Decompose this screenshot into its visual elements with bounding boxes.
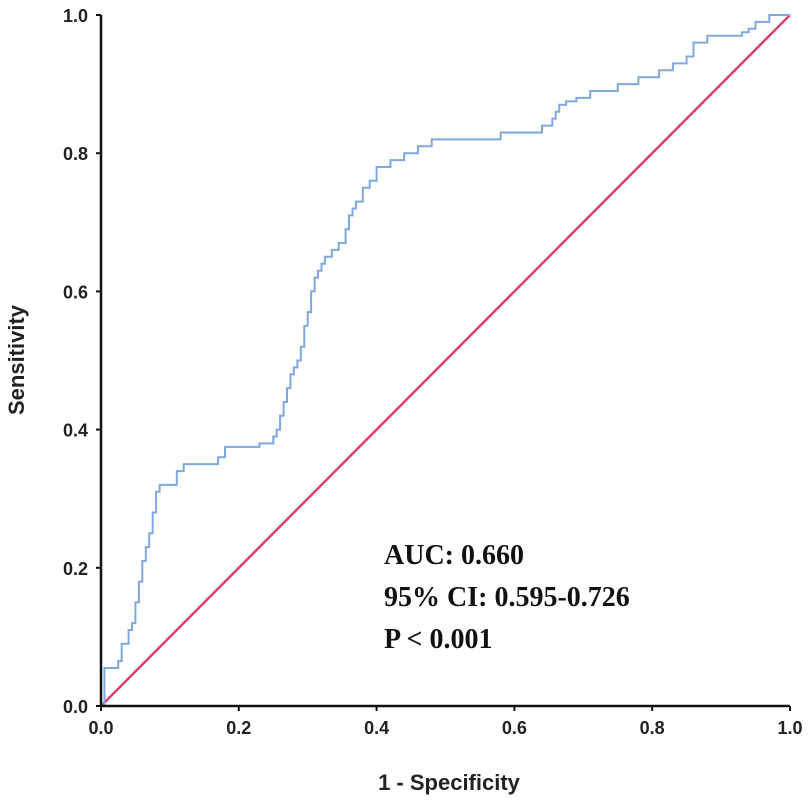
x-tick-label: 0.4 [364, 718, 389, 738]
auc-annotation: AUC: 0.660 [384, 540, 524, 571]
x-tick-label: 0.2 [226, 718, 251, 738]
y-axis-ticks: 0.0 0.2 0.4 0.6 0.8 1.0 [63, 6, 101, 717]
x-axis-title: 1 - Specificity [378, 770, 521, 795]
x-tick-label: 0.0 [88, 718, 113, 738]
y-axis-title: Sensitivity [4, 304, 29, 415]
y-tick-label: 0.8 [63, 144, 88, 164]
y-tick-label: 0.2 [63, 559, 88, 579]
x-tick-label: 0.8 [640, 718, 665, 738]
reference-line [100, 14, 791, 707]
x-axis-ticks: 0.0 0.2 0.4 0.6 0.8 1.0 [88, 706, 803, 738]
y-tick-label: 0.6 [63, 282, 88, 302]
y-tick-label: 0.4 [63, 421, 88, 441]
roc-curve [101, 14, 790, 707]
ci-annotation: 95% CI: 0.595-0.726 [384, 582, 630, 613]
p-value-annotation: P < 0.001 [384, 624, 493, 655]
y-tick-label: 1.0 [63, 6, 88, 26]
x-tick-label: 0.6 [502, 718, 527, 738]
y-tick-label: 0.0 [63, 697, 88, 717]
x-tick-label: 1.0 [777, 718, 802, 738]
